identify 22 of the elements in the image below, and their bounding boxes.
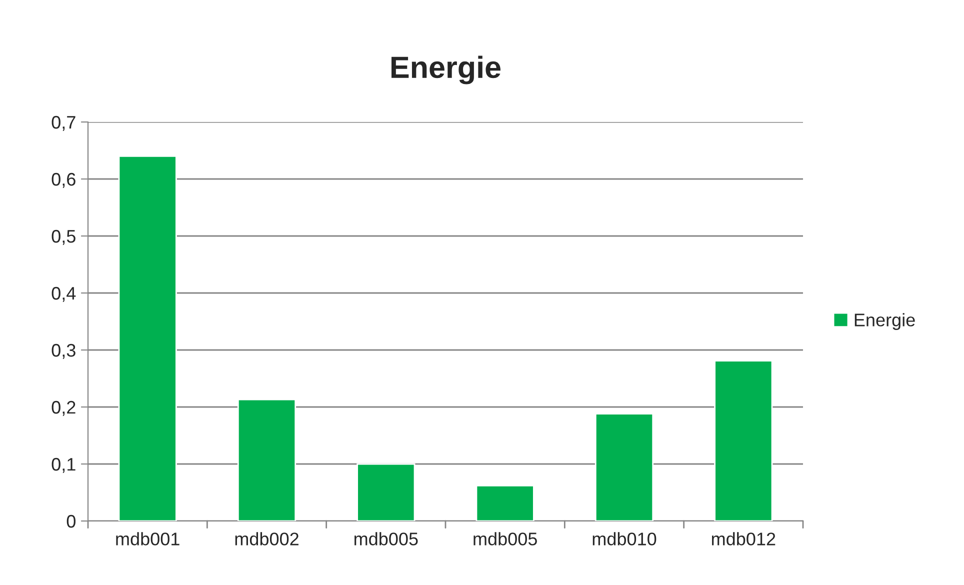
- bar: [356, 463, 416, 521]
- y-tick-label: 0: [66, 514, 76, 528]
- bar: [118, 156, 177, 521]
- y-tick-label: 0,6: [52, 172, 76, 188]
- x-tick-label: mdb005: [474, 532, 537, 546]
- x-tick-label: mdb001: [116, 532, 180, 546]
- y-tick-label: 0,3: [52, 344, 76, 359]
- bar: [594, 413, 654, 521]
- y-tick-label: 0,2: [52, 400, 76, 416]
- legend-label: Energie: [854, 313, 915, 330]
- chart-title: Energie: [392, 56, 500, 84]
- bar: [476, 484, 534, 521]
- y-tick-label: 0,1: [52, 458, 76, 473]
- y-tick-label: 0,5: [52, 230, 76, 245]
- x-tick-label: mdb010: [592, 532, 656, 546]
- y-tick-label: 0,4: [52, 286, 76, 302]
- y-tick-label: 0,7: [52, 116, 76, 131]
- x-tick-label: mdb005: [354, 532, 418, 546]
- x-tick-label: mdb012: [712, 532, 776, 546]
- bar: [714, 360, 773, 521]
- x-tick-label: mdb002: [235, 532, 298, 546]
- bar: [237, 398, 296, 521]
